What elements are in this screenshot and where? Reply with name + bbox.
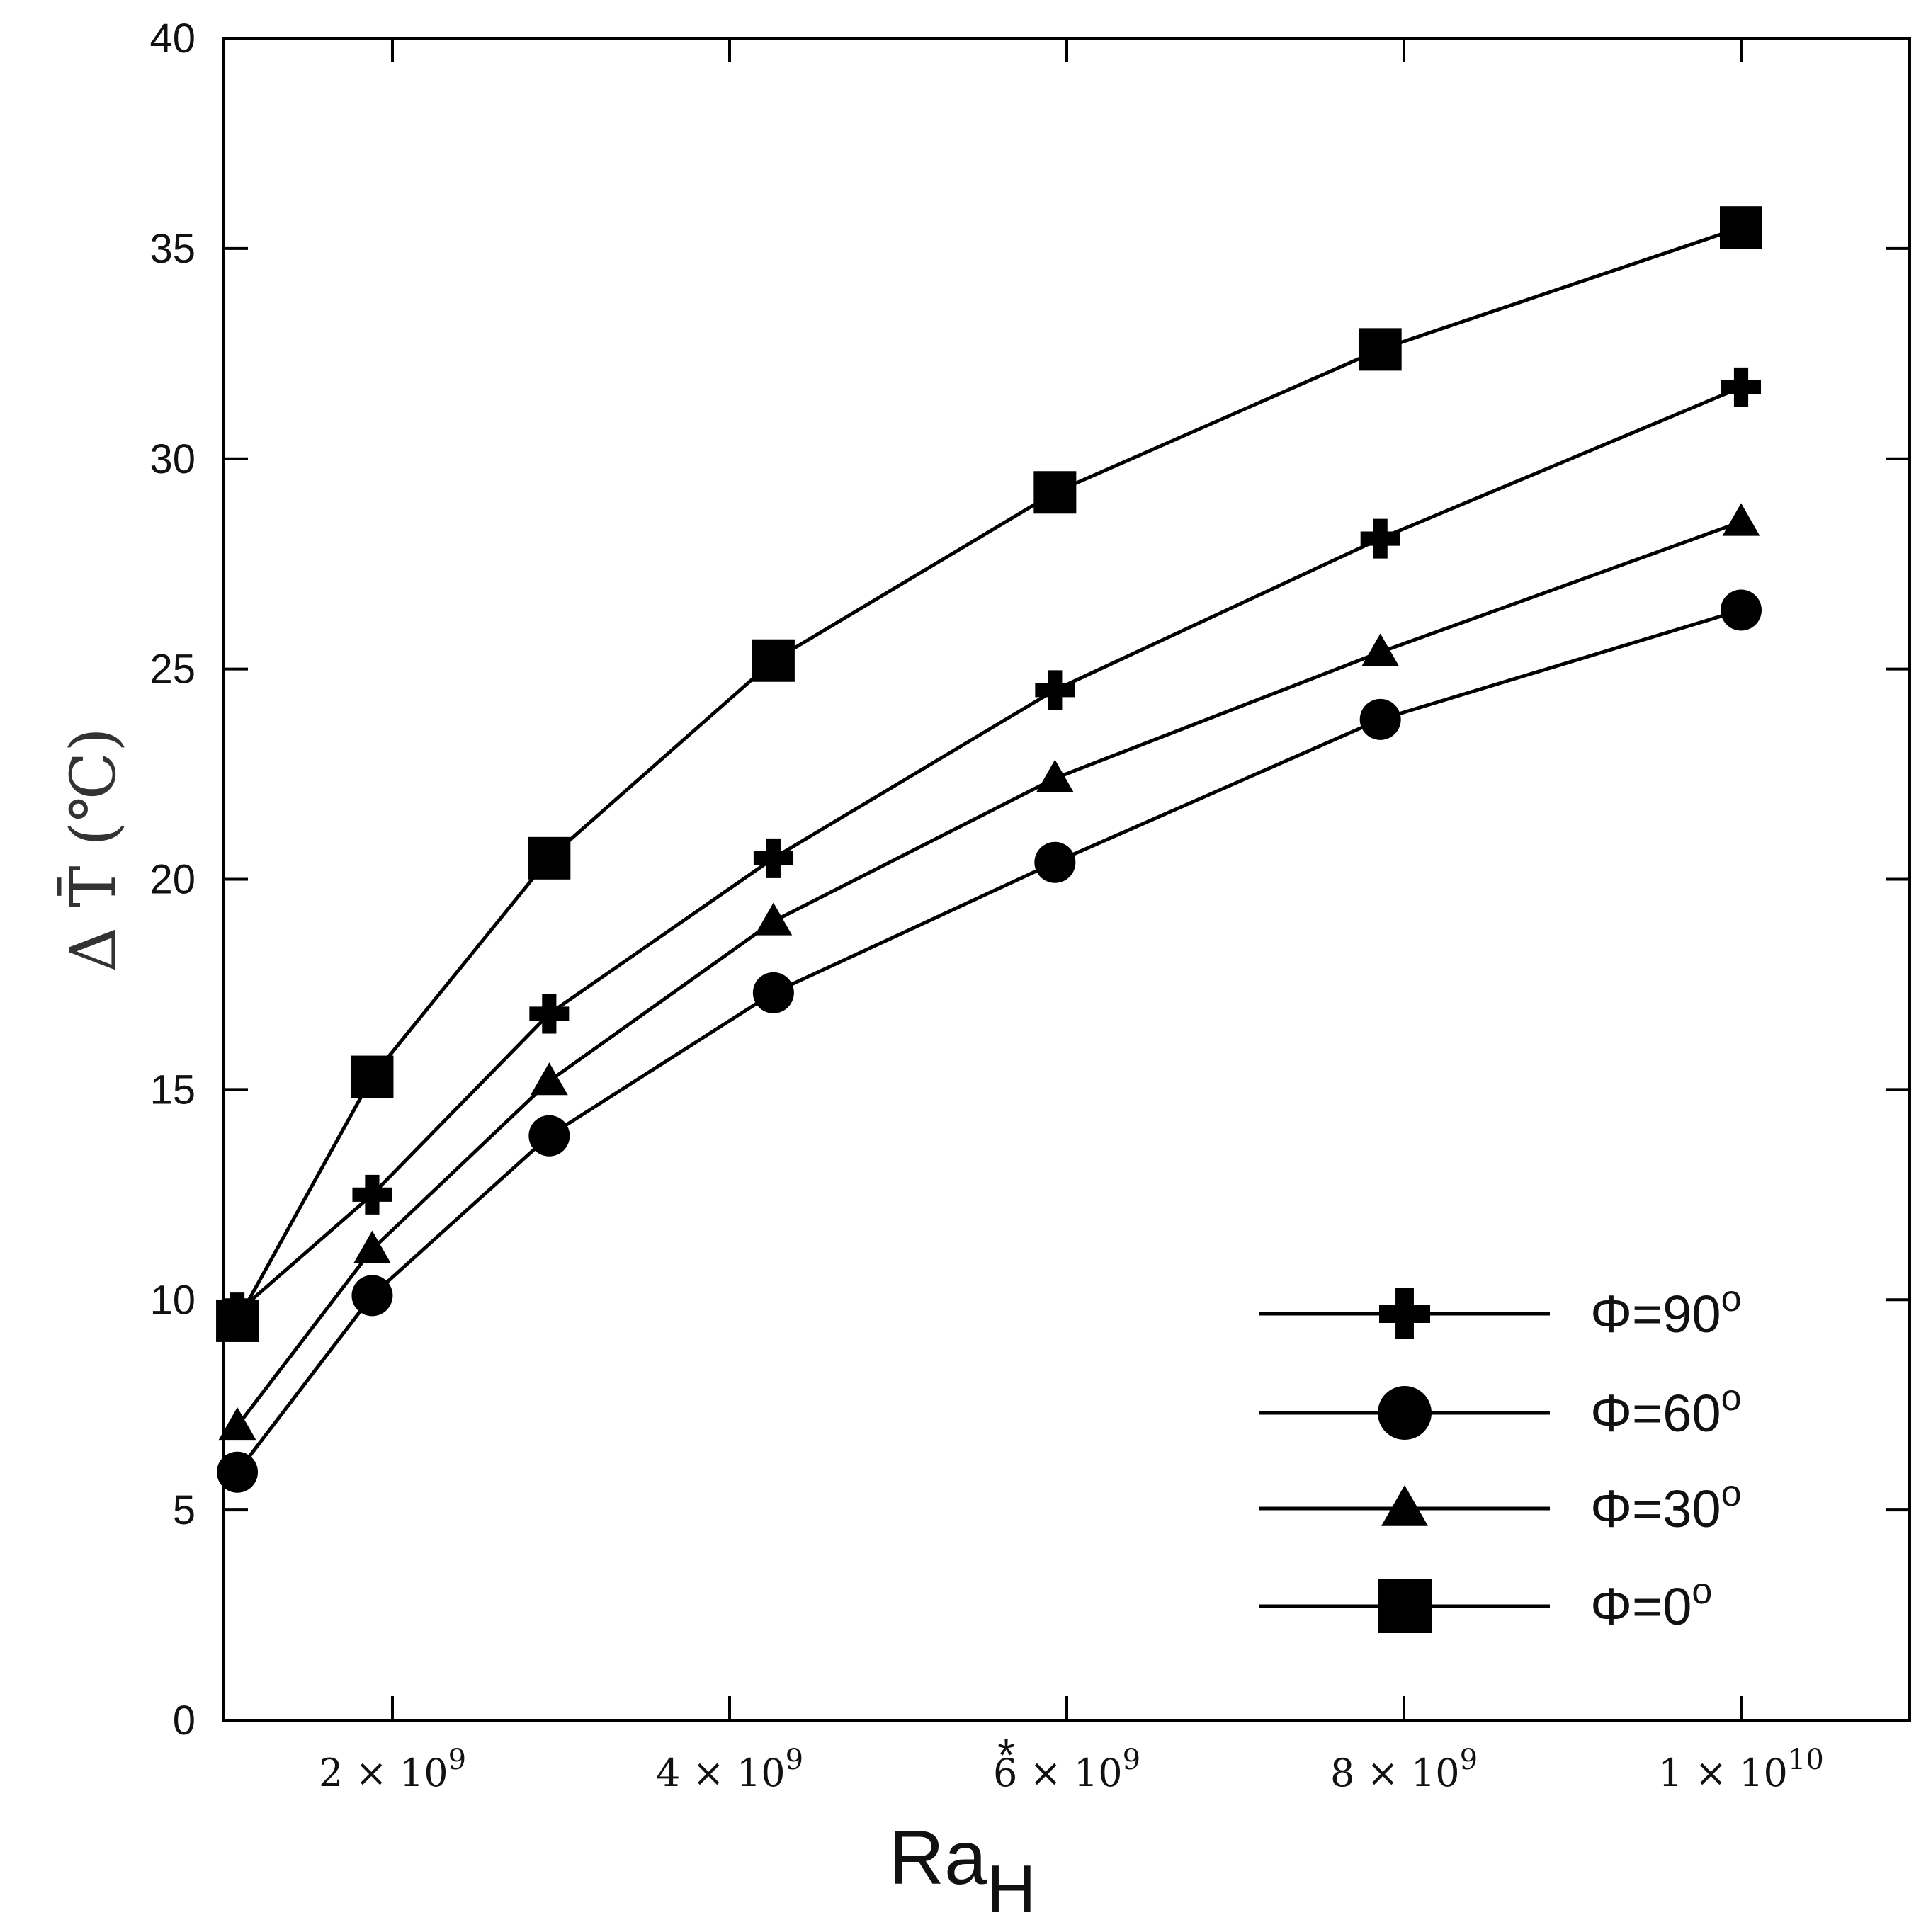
x-tick-label-exponent: 10 [1788,1744,1824,1776]
series-circle [217,589,1762,1493]
legend-label-degree: o [1721,1473,1742,1514]
data-point-plus [1360,518,1400,559]
legend-label-text: Φ=0 [1590,1577,1692,1636]
y-tick-label: 10 [149,1277,196,1323]
x-tick-label: 8 × 109 [1330,1744,1478,1795]
x-tick-label: 1 × 1010 [1658,1744,1824,1795]
y-axis-title: Δ T̄ (℃) [57,727,130,972]
data-point-square [351,1055,394,1098]
legend-label-text: Φ=30 [1590,1479,1721,1538]
data-point-circle [1721,589,1762,631]
series-line [236,520,1742,1427]
x-tick-label-mantissa: 2 × 10 [319,1751,448,1795]
data-point-square [1720,206,1762,249]
data-point-circle [528,1115,570,1157]
y-tick-label: 30 [149,436,196,482]
legend-label-degree: o [1721,1278,1742,1319]
x-tick-label-exponent: 9 [786,1744,803,1776]
legend-label: Φ=60o [1590,1377,1742,1443]
legend-label: Φ=90o [1590,1278,1742,1343]
data-point-circle [1359,698,1401,740]
x-axis-title-superscript: * [997,1729,1015,1780]
x-axis-title-subscript: H [987,1851,1036,1927]
legend-item: Φ=60o [1259,1377,1742,1443]
x-axis-title-main: Ra [889,1814,987,1900]
x-tick-label-mantissa: 4 × 10 [656,1751,786,1795]
data-point-square [216,1299,259,1342]
x-tick-label-mantissa: 8 × 10 [1330,1751,1460,1795]
series-plus [217,367,1761,1333]
x-tick-label: 2 × 109 [319,1744,466,1795]
legend-label: Φ=30o [1590,1473,1742,1538]
data-point-triangle [1722,503,1760,536]
x-tick-label-exponent: 9 [448,1744,466,1776]
data-point-triangle [754,902,793,936]
data-point-plus [352,1174,392,1215]
y-tick-label: 40 [149,16,196,62]
x-tick-label-mantissa: 6 × 10 [993,1751,1123,1795]
legend-item: Φ=0o [1259,1571,1712,1636]
data-point-square [752,639,795,682]
legend-label-text: Φ=60 [1590,1384,1721,1443]
series-line [236,385,1742,1314]
y-tick-label: 5 [173,1487,196,1533]
data-point-plus [1721,367,1761,407]
legend-marker-plus [1379,1288,1430,1339]
data-point-circle [752,972,794,1013]
data-point-plus [753,838,793,878]
data-point-triangle [218,1407,256,1441]
data-point-triangle [1361,633,1400,666]
data-point-triangle [353,1230,391,1263]
legend-label: Φ=0o [1590,1571,1712,1636]
data-point-plus [529,994,570,1034]
series-square [216,206,1762,1342]
y-tick-label: 0 [173,1698,196,1744]
data-point-square [1359,328,1402,371]
data-point-plus [1035,670,1075,710]
x-tick-label-mantissa: 1 × 10 [1658,1751,1788,1795]
data-point-triangle [530,1062,568,1096]
x-tick-label-exponent: 9 [1460,1744,1478,1776]
data-point-square [528,836,571,880]
x-tick-label-exponent: 9 [1123,1744,1140,1776]
plot-frame [222,37,1911,1722]
legend-item: Φ=90o [1259,1278,1742,1343]
data-point-triangle [1036,759,1074,792]
legend-marker-circle [1378,1386,1432,1440]
y-tick-label: 15 [149,1067,196,1113]
legend-marker-square [1378,1579,1432,1633]
y-tick-label: 35 [149,226,196,272]
data-point-circle [217,1451,259,1493]
legend-marker-triangle [1381,1485,1428,1526]
y-tick-label: 20 [149,857,196,903]
series-triangle [218,503,1760,1441]
data-point-circle [351,1275,393,1317]
legend-label-degree: o [1692,1571,1712,1612]
series-line [235,225,1742,1322]
x-tick-label: 6 × 109 [993,1744,1140,1795]
legend-label-degree: o [1721,1377,1742,1419]
series-layer [216,206,1762,1493]
data-point-circle [1034,841,1076,883]
data-point-square [1033,471,1077,514]
x-axis-title: RaH [889,1814,1036,1927]
legend-item: Φ=30o [1259,1473,1742,1538]
series-line [236,608,1742,1474]
x-tick-label: 4 × 109 [656,1744,803,1795]
y-tick-label: 25 [149,647,196,693]
legend-label-text: Φ=90 [1590,1285,1721,1343]
